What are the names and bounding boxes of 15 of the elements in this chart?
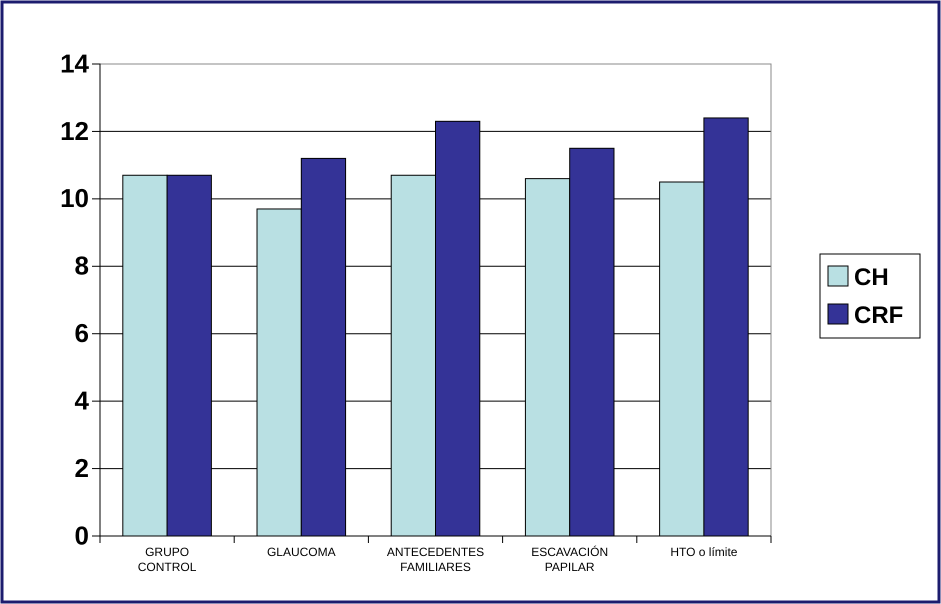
x-tick-label: GLAUCOMA (266, 545, 336, 559)
y-tick-label: 12 (60, 116, 89, 146)
y-tick-label: 10 (60, 183, 89, 214)
legend-label: CH (854, 264, 889, 291)
y-tick-label: 0 (74, 520, 89, 550)
x-tick-label: GRUPO CONTROL (138, 545, 197, 574)
y-tick-label: 8 (74, 250, 89, 281)
y-tick-label: 2 (74, 452, 89, 483)
y-tick-label: 14 (60, 48, 90, 78)
x-tick-label: HTO o límite (670, 545, 738, 559)
legend-label: CRF (854, 302, 904, 329)
y-tick-label: 6 (74, 318, 89, 348)
y-tick-label: 4 (74, 385, 90, 416)
x-tick-label: ESCAVACIÓN PAPILAR (531, 545, 608, 574)
x-tick-label: ANTECEDENTES FAMILIARES (386, 545, 484, 574)
